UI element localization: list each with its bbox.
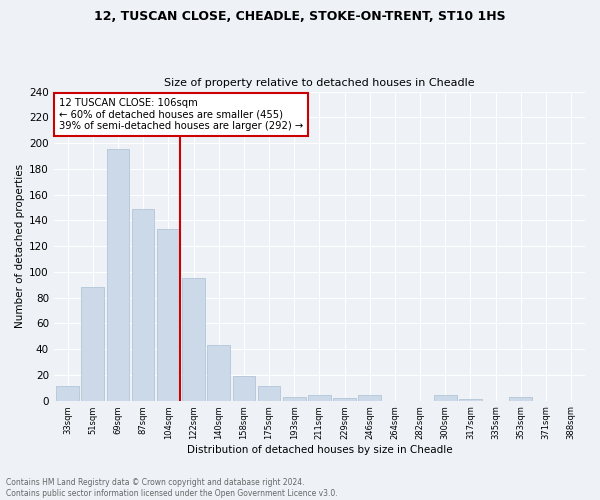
Text: 12 TUSCAN CLOSE: 106sqm
← 60% of detached houses are smaller (455)
39% of semi-d: 12 TUSCAN CLOSE: 106sqm ← 60% of detache…: [59, 98, 304, 131]
Bar: [283, 396, 305, 400]
X-axis label: Distribution of detached houses by size in Cheadle: Distribution of detached houses by size …: [187, 445, 452, 455]
Bar: [157, 230, 179, 400]
Bar: [358, 396, 381, 400]
Bar: [333, 398, 356, 400]
Bar: [107, 150, 130, 400]
Bar: [208, 345, 230, 401]
Title: Size of property relative to detached houses in Cheadle: Size of property relative to detached ho…: [164, 78, 475, 88]
Bar: [233, 376, 255, 400]
Bar: [509, 396, 532, 400]
Bar: [182, 278, 205, 400]
Bar: [56, 386, 79, 400]
Bar: [258, 386, 280, 400]
Y-axis label: Number of detached properties: Number of detached properties: [15, 164, 25, 328]
Bar: [82, 288, 104, 401]
Text: Contains HM Land Registry data © Crown copyright and database right 2024.
Contai: Contains HM Land Registry data © Crown c…: [6, 478, 338, 498]
Bar: [308, 396, 331, 400]
Text: 12, TUSCAN CLOSE, CHEADLE, STOKE-ON-TRENT, ST10 1HS: 12, TUSCAN CLOSE, CHEADLE, STOKE-ON-TREN…: [94, 10, 506, 23]
Bar: [434, 396, 457, 400]
Bar: [132, 208, 154, 400]
